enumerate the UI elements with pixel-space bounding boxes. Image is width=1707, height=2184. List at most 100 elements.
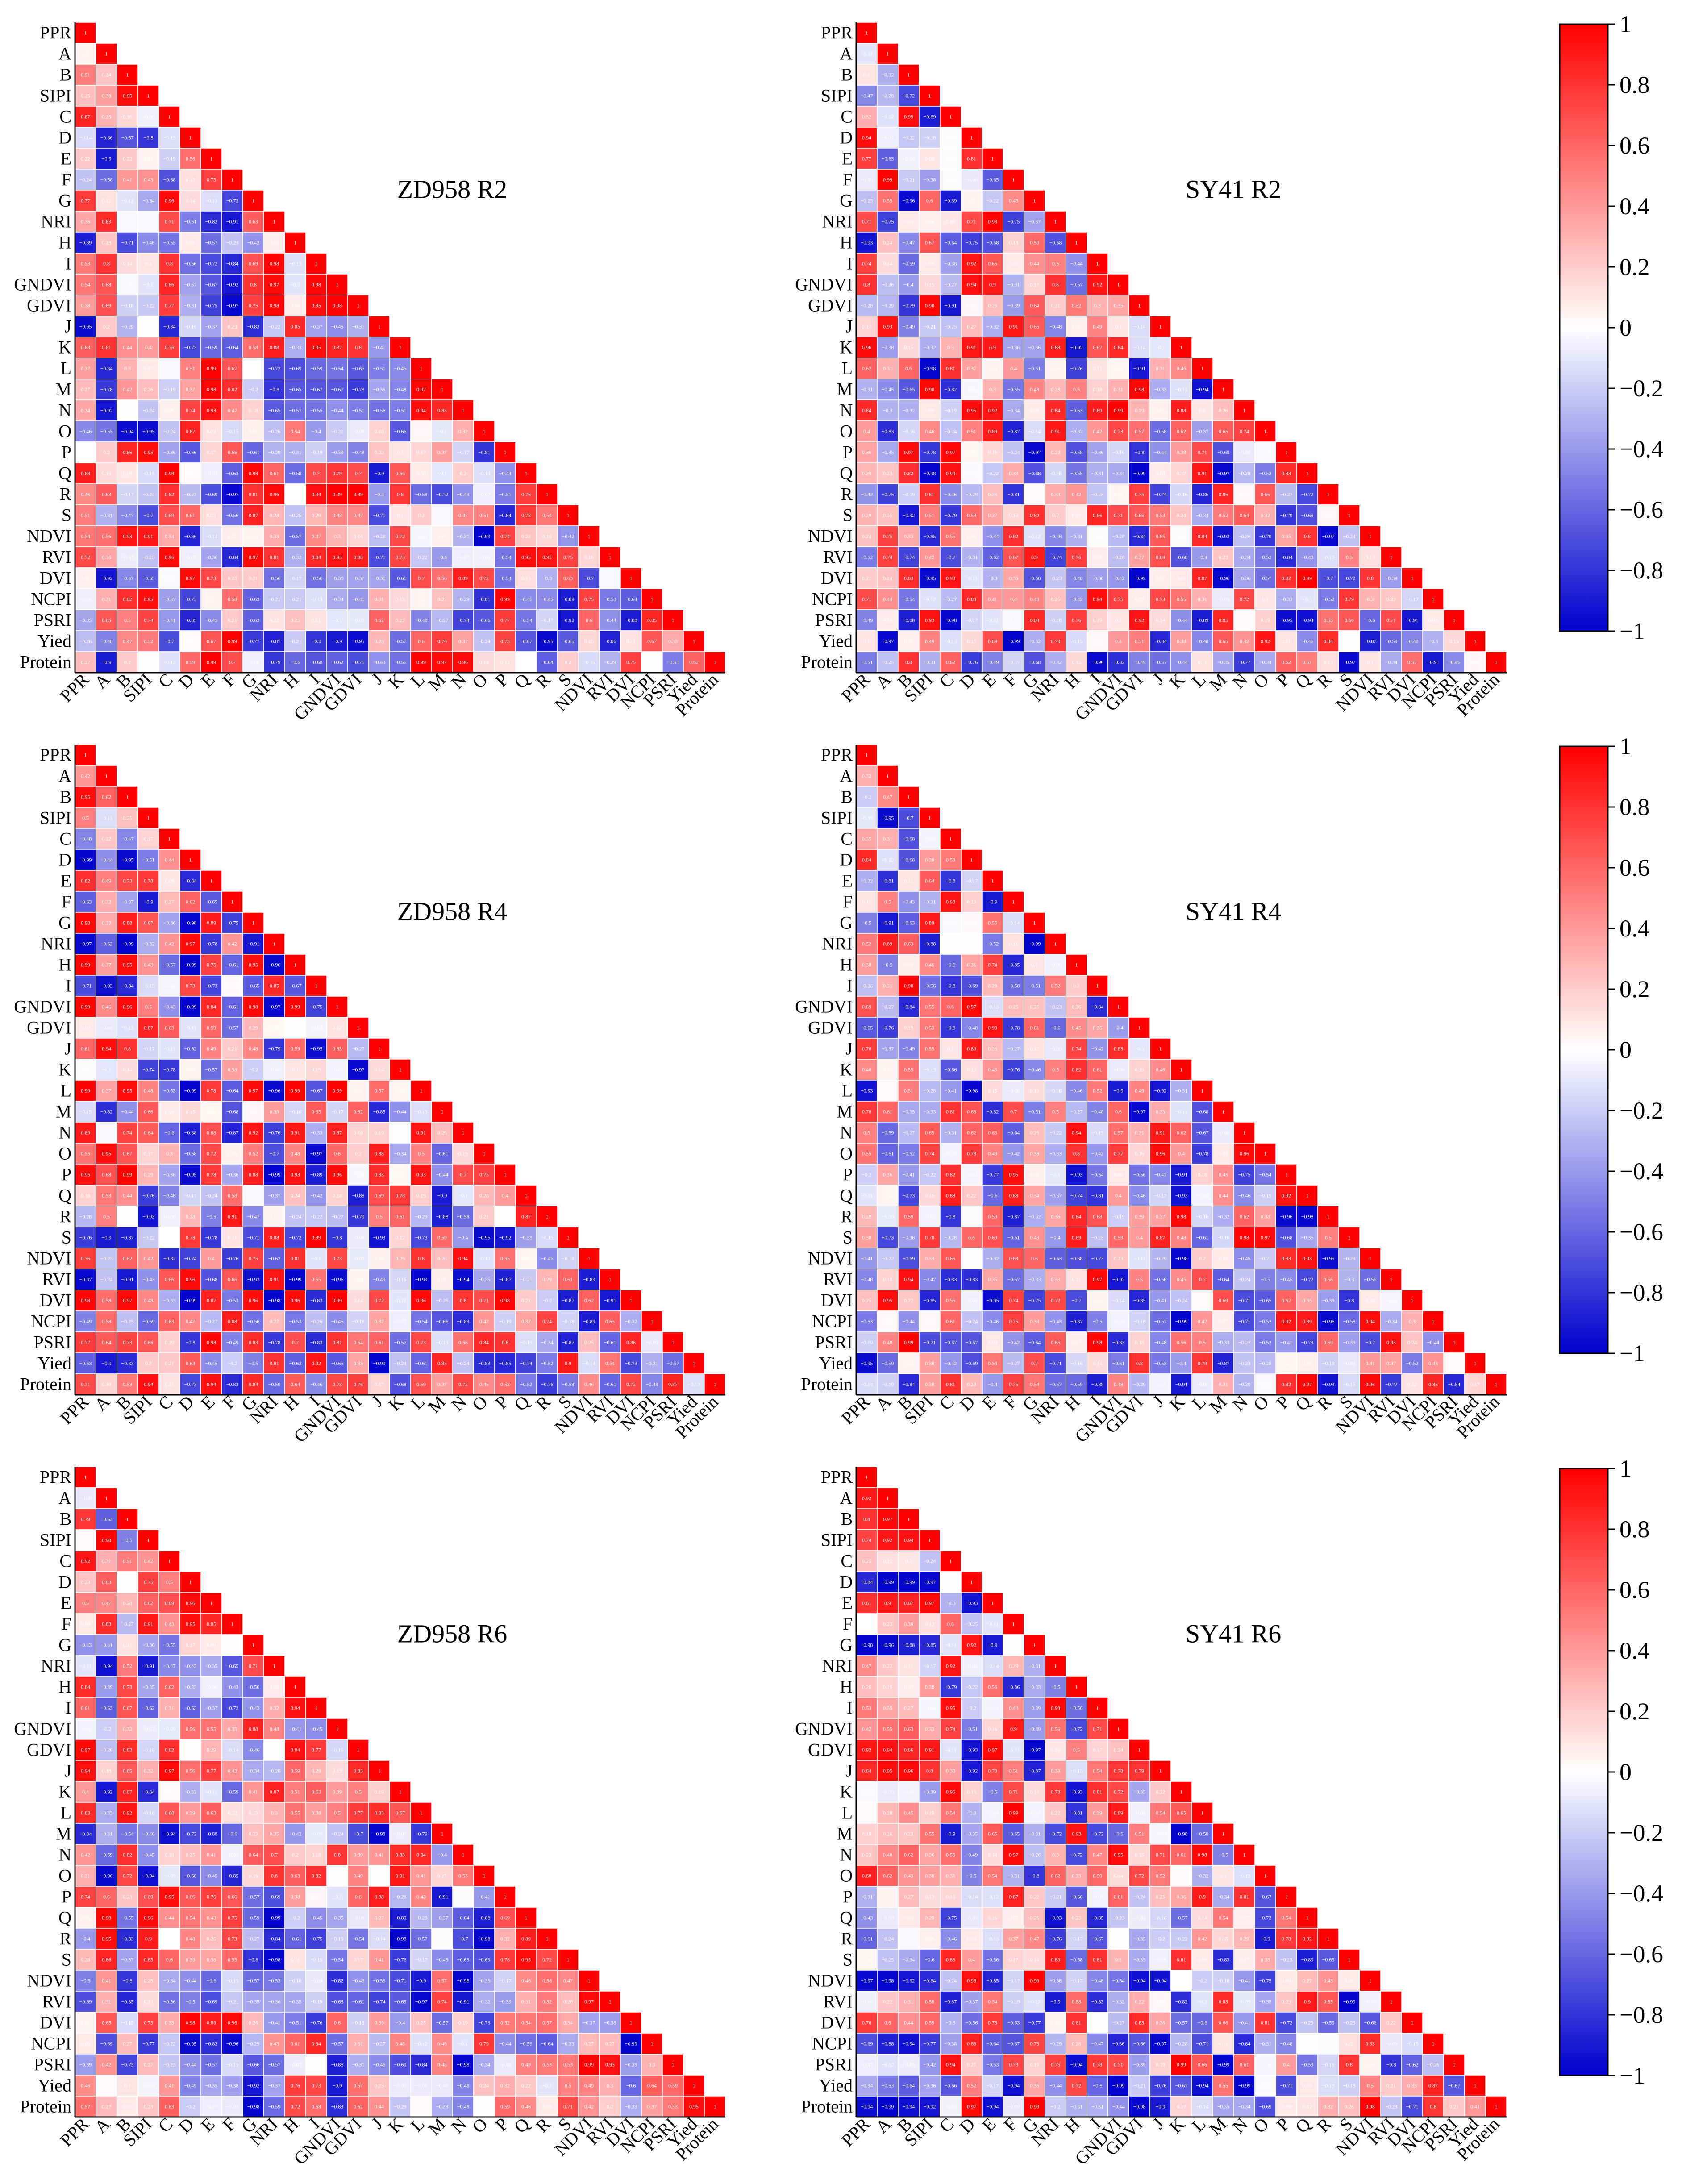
cell-value-label: 1 bbox=[1117, 1004, 1120, 1010]
cell-value-label: 0.05 bbox=[1156, 408, 1165, 414]
cell-value-label: −0.99 bbox=[373, 1360, 386, 1367]
heatmap-cell bbox=[305, 420, 327, 442]
cell-value-label: −0.54 bbox=[520, 617, 533, 624]
cell-value-label: 0.5 bbox=[145, 1004, 152, 1010]
cell-value-label: −0.61 bbox=[604, 1340, 616, 1346]
cell-value-label: 0.71 bbox=[479, 1298, 489, 1304]
cell-value-label: 0.69 bbox=[102, 303, 111, 309]
cell-value-label: −0.21 bbox=[903, 177, 915, 183]
cell-value-label: −0.54 bbox=[1091, 1172, 1104, 1178]
cell-value-label: −0.46 bbox=[987, 1319, 999, 1325]
heatmap-cell bbox=[137, 462, 159, 484]
cell-value-label: −0.68 bbox=[1301, 512, 1314, 519]
cell-value-label: −0.16 bbox=[1217, 1235, 1230, 1241]
cell-value-label: −0.71 bbox=[79, 983, 92, 989]
y-tick-label: GDVI bbox=[808, 1018, 853, 1038]
cell-value-label: 0.37 bbox=[458, 638, 468, 645]
cell-value-label: −0.24 bbox=[1238, 1277, 1251, 1283]
cell-value-label: −0.54 bbox=[331, 1957, 344, 1963]
cell-value-label: 0.8 bbox=[1367, 575, 1374, 582]
cell-value-label: 0.18 bbox=[102, 1381, 111, 1388]
cell-value-label: −0.25 bbox=[1091, 1235, 1104, 1241]
cell-value-label: 1 bbox=[1390, 554, 1393, 561]
cell-value-label: −0.21 bbox=[520, 1277, 533, 1283]
cell-value-label: −0.32 bbox=[142, 941, 155, 947]
cell-value-label: 1 bbox=[1222, 1109, 1225, 1115]
y-tick-label: G bbox=[840, 191, 853, 211]
cell-value-label: −0.69 bbox=[289, 366, 302, 372]
cell-value-label: 0.38 bbox=[925, 1360, 934, 1367]
cell-value-label: −0.4 bbox=[988, 1381, 998, 1388]
cell-value-label: −0.18 bbox=[352, 2020, 365, 2026]
cell-value-label: 0.11 bbox=[165, 1381, 174, 1388]
cell-value-label: 1 bbox=[231, 1621, 234, 1627]
cell-value-label: −0.19 bbox=[882, 1381, 894, 1388]
cell-value-label: −0.12 bbox=[121, 198, 134, 204]
cell-value-label: −0.31 bbox=[289, 449, 302, 456]
cell-value-label: −0.51 bbox=[142, 857, 155, 863]
cell-value-label: 0.36 bbox=[1030, 1151, 1039, 1157]
cell-value-label: 0.95 bbox=[967, 408, 976, 414]
cell-value-label: −0.84 bbox=[1133, 533, 1146, 540]
cell-value-label: −0.15 bbox=[1091, 1130, 1104, 1136]
cell-value-label: −0.81 bbox=[882, 878, 894, 884]
cell-value-label: −0.38 bbox=[924, 177, 936, 183]
cell-value-label: 0.72 bbox=[542, 1957, 552, 1963]
cell-value-label: −0.49 bbox=[1133, 659, 1146, 666]
cell-value-label: 0.19 bbox=[458, 2020, 468, 2026]
cell-value-label: 0.17 bbox=[354, 1957, 363, 1963]
cell-value-label: 0.32 bbox=[500, 1936, 510, 1942]
cell-value-label: −0.87 bbox=[226, 1130, 239, 1136]
cell-value-label: 0.4 bbox=[1010, 596, 1017, 603]
y-tick-label: R bbox=[59, 1206, 71, 1227]
cell-value-label: 0.13 bbox=[333, 1768, 342, 1774]
cell-value-label: −0.42 bbox=[1091, 1046, 1104, 1052]
cell-value-label: 0.07 bbox=[1156, 575, 1165, 582]
cell-value-label: −0.56 bbox=[226, 512, 239, 519]
cell-value-label: 0.08 bbox=[1366, 1298, 1375, 1304]
heatmap-cell bbox=[221, 462, 243, 484]
cell-value-label: 0.32 bbox=[102, 899, 111, 905]
cell-value-label: 0.16 bbox=[584, 554, 594, 561]
cell-value-label: 0.5 bbox=[166, 1579, 173, 1585]
cell-value-label: 0.53 bbox=[1156, 512, 1165, 519]
y-tick-label: J bbox=[845, 316, 853, 337]
cell-value-label: 0.73 bbox=[416, 1340, 426, 1346]
cell-value-label: 0.37 bbox=[1386, 1360, 1396, 1367]
cell-value-label: 0.31 bbox=[883, 983, 892, 989]
cell-value-label: −0.93 bbox=[861, 240, 873, 246]
cell-value-label: −0.61 bbox=[226, 1004, 239, 1010]
cell-value-label: −0.6 bbox=[946, 962, 956, 968]
cell-value-label: 0.25 bbox=[186, 1852, 195, 1858]
cell-value-label: 0.25 bbox=[437, 596, 447, 603]
x-tick-label: PPR bbox=[56, 669, 93, 706]
cell-value-label: −0.22 bbox=[924, 1172, 936, 1178]
cell-value-label: 0.84 bbox=[416, 1852, 426, 1858]
cell-value-label: 0.57 bbox=[1114, 1130, 1123, 1136]
heatmap-cell bbox=[200, 295, 222, 316]
cell-value-label: 0.48 bbox=[883, 1340, 892, 1346]
heatmap-cell bbox=[96, 127, 117, 149]
y-tick-label: PPR bbox=[40, 745, 71, 765]
cell-value-label: −0.33 bbox=[1280, 596, 1293, 603]
cell-value-label: −0.41 bbox=[1154, 1298, 1167, 1304]
cell-value-label: 1 bbox=[462, 1852, 465, 1858]
heatmap-cell bbox=[158, 211, 180, 233]
cell-value-label: −0.17 bbox=[331, 1109, 344, 1115]
cell-value-label: −0.67 bbox=[520, 638, 533, 645]
cell-value-label: 0.04 bbox=[207, 1109, 216, 1115]
cell-value-label: −0.77 bbox=[142, 2041, 155, 2047]
cell-value-label: 0.23 bbox=[521, 533, 531, 540]
cell-value-label: 0.15 bbox=[249, 1810, 258, 1816]
cell-value-label: −0.59 bbox=[268, 1381, 281, 1388]
cell-value-label: 0.09 bbox=[946, 219, 955, 225]
cell-value-label: −0.32 bbox=[861, 878, 873, 884]
cell-value-label: 0.29 bbox=[312, 1768, 321, 1774]
y-tick-label: GNDVI bbox=[14, 997, 71, 1017]
cell-value-label: 1 bbox=[609, 1277, 612, 1283]
cell-value-label: 0.36 bbox=[81, 219, 90, 225]
cell-value-label: −0.6 bbox=[291, 659, 300, 666]
cell-value-label: −0.44 bbox=[331, 408, 344, 414]
cell-value-label: −0.1 bbox=[1135, 1046, 1145, 1052]
cell-value-label: 0.07 bbox=[270, 240, 279, 246]
